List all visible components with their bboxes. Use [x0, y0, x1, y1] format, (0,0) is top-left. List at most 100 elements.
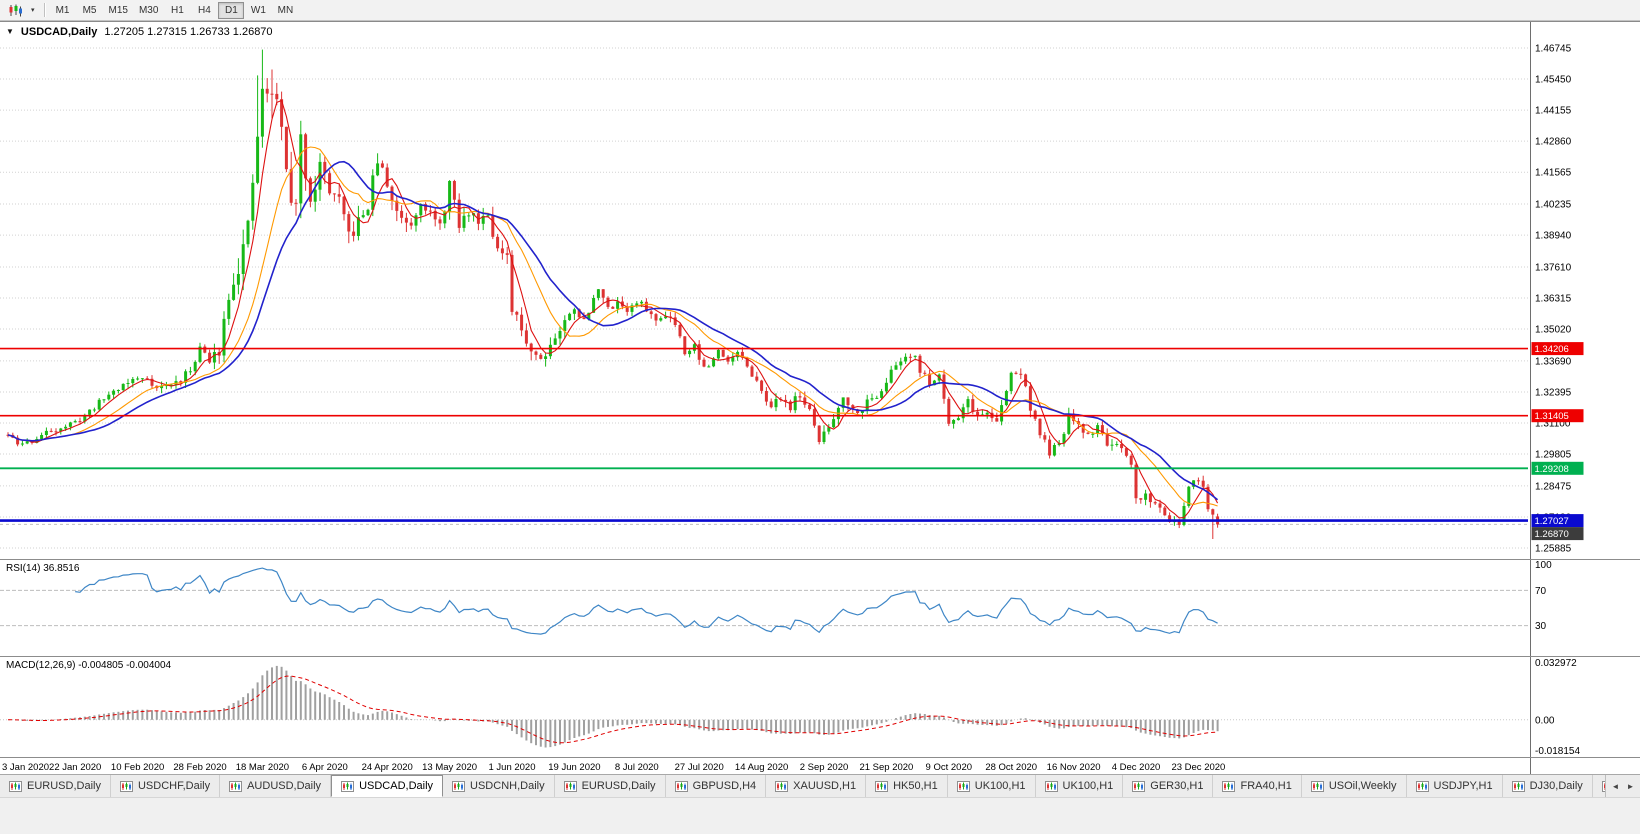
macd-indicator-pane[interactable]: 0.032972 0.00 -0.018154	[0, 657, 1640, 757]
svg-text:18 Mar 2020: 18 Mar 2020	[236, 762, 289, 773]
chart-tab-eurusd-daily[interactable]: EURUSD,Daily	[555, 775, 666, 797]
mini-chart-icon	[1044, 780, 1058, 792]
time-axis[interactable]: 3 Jan 2020 22 Jan 2020 10 Feb 2020 28 Feb 2…	[0, 758, 1640, 775]
chart-tab-uk100-h1[interactable]: UK100,H1	[948, 775, 1036, 797]
svg-text:1.27027: 1.27027	[1535, 516, 1569, 527]
date-axis-labels[interactable]: 3 Jan 2020 22 Jan 2020 10 Feb 2020 28 Feb 2…	[2, 762, 1225, 773]
tabs-scroll-right-button[interactable]: ►	[1623, 778, 1638, 795]
svg-text:1.31100: 1.31100	[1535, 419, 1571, 430]
empty-status-area	[0, 797, 1640, 834]
timeframe-button-M15[interactable]: M15	[104, 2, 133, 19]
chart-type-button[interactable]	[4, 1, 27, 19]
mini-chart-icon	[341, 780, 355, 792]
toolbar-separator	[43, 3, 45, 17]
pane-separator[interactable]	[0, 656, 1640, 657]
timeframe-button-H1[interactable]: H1	[164, 2, 190, 19]
chart-tab-label: USDCAD,Daily	[359, 780, 434, 792]
svg-text:6 Apr 2020: 6 Apr 2020	[302, 762, 348, 773]
svg-text:1.44155: 1.44155	[1535, 106, 1572, 117]
chart-tab-bar: EURUSD,Daily USDCHF,Daily AUDUSD,Daily USDC…	[0, 774, 1640, 797]
rsi-indicator-label: RSI(14) 36.8516	[6, 563, 80, 574]
mini-chart-icon	[229, 780, 243, 792]
chart-tab-label: EURUSD,Daily	[581, 780, 656, 792]
chart-tab-xauusd-h1[interactable]: XAUUSD,H1	[766, 775, 867, 797]
svg-text:16 Nov 2020: 16 Nov 2020	[1047, 762, 1101, 773]
chart-tab-label: USDCHF,Daily	[137, 780, 211, 792]
chart-window: 1.46745 1.45450 1.44155 1.42860 1.41565 1.402…	[0, 21, 1640, 775]
mini-chart-icon	[1415, 780, 1429, 792]
chart-tab-hk50-h1[interactable]: HK50,H1	[866, 775, 948, 797]
chart-tab-usdchf-daily[interactable]: USDCHF,Daily	[111, 775, 221, 797]
mini-chart-icon	[875, 780, 889, 792]
svg-text:10 Feb 2020: 10 Feb 2020	[111, 762, 164, 773]
svg-text:28 Oct 2020: 28 Oct 2020	[985, 762, 1037, 773]
chart-tab-label: USDJPY,H1	[1433, 780, 1493, 792]
chart-tab-label: AUDUSD,Daily	[247, 780, 322, 792]
pane-separator[interactable]	[0, 559, 1640, 560]
rsi-line	[75, 567, 1218, 635]
svg-text:21 Sep 2020: 21 Sep 2020	[859, 762, 913, 773]
timeframes-toolbar: ▾ M1 M5 M15 M30 H1 H4 D1 W1 MN	[0, 0, 1640, 21]
timeframe-button-H4[interactable]: H4	[191, 2, 217, 19]
svg-text:22 Jan 2020: 22 Jan 2020	[49, 762, 101, 773]
timeframe-button-M30[interactable]: M30	[134, 2, 163, 19]
timeframe-button-M5[interactable]: M5	[77, 2, 103, 19]
chart-tab-uk100-h1[interactable]: UK100,H1	[1036, 775, 1124, 797]
rsi-indicator-pane[interactable]: 100 70 30	[0, 560, 1640, 656]
svg-text:28 Feb 2020: 28 Feb 2020	[173, 762, 226, 773]
svg-text:1.46745: 1.46745	[1535, 44, 1572, 55]
price-axis-labels[interactable]: 1.46745 1.45450 1.44155 1.42860 1.41565 1.402…	[1535, 44, 1572, 555]
chart-tab-eurusd-daily[interactable]: EURUSD,Daily	[0, 775, 111, 797]
mini-chart-icon	[1310, 780, 1324, 792]
chart-tab-label: GER30,H1	[1150, 780, 1204, 792]
ma-fast-line[interactable]	[7, 99, 1219, 519]
pane-separator[interactable]	[0, 757, 1640, 758]
chart-tab-ger30-h1[interactable]: GER30,H1	[1123, 775, 1214, 797]
price-tag-1.34206: 1.34206	[1531, 342, 1584, 356]
timeframe-button-MN[interactable]: MN	[272, 2, 298, 19]
svg-text:1.31405: 1.31405	[1535, 411, 1569, 422]
svg-text:1.36315: 1.36315	[1535, 294, 1572, 305]
chart-tab-usdjpy-h1[interactable]: USDJPY,H1	[1407, 775, 1503, 797]
chart-tab-fra40-h1[interactable]: FRA40,H1	[1213, 775, 1302, 797]
chart-tab-audusd-daily[interactable]: AUDUSD,Daily	[220, 775, 332, 797]
svg-text:8 Jul 2020: 8 Jul 2020	[615, 762, 659, 773]
price-tag-1.31405: 1.31405	[1531, 409, 1584, 423]
ma-slow-line[interactable]	[7, 160, 1219, 501]
svg-text:0.00: 0.00	[1535, 715, 1555, 726]
timeframe-button-M1[interactable]: M1	[50, 2, 76, 19]
macd-indicator-label: MACD(12,26,9) -0.004805 -0.004004	[6, 660, 172, 671]
chart-tab-label: EURUSD,Daily	[27, 780, 101, 792]
tabs-scroll-left-button[interactable]: ◄	[1608, 778, 1623, 795]
svg-text:19 Jun 2020: 19 Jun 2020	[548, 762, 600, 773]
svg-text:23 Dec 2020: 23 Dec 2020	[1171, 762, 1225, 773]
chart-tab-usoil-weekly[interactable]: USOil,Weekly	[1302, 775, 1407, 797]
chart-type-dropdown-button[interactable]: ▾	[27, 1, 39, 19]
svg-text:0.032972: 0.032972	[1535, 658, 1577, 669]
svg-text:1.35020: 1.35020	[1535, 325, 1572, 336]
mini-chart-icon	[1222, 780, 1236, 792]
svg-text:2 Sep 2020: 2 Sep 2020	[800, 762, 849, 773]
chart-tab-usdcad-daily[interactable]: USDCAD,Daily	[331, 775, 444, 797]
svg-text:27 Jul 2020: 27 Jul 2020	[675, 762, 724, 773]
dropdown-arrow-icon: ▾	[31, 6, 35, 14]
one-click-trading-arrow-icon[interactable]: ▼	[6, 27, 14, 36]
svg-text:1.33690: 1.33690	[1535, 356, 1572, 367]
main-price-pane[interactable]: 1.46745 1.45450 1.44155 1.42860 1.41565 1.402…	[0, 22, 1640, 559]
chart-tab-label: USDCNH,Daily	[470, 780, 545, 792]
timeframe-button-group: M1 M5 M15 M30 H1 H4 D1 W1 MN	[50, 1, 299, 19]
svg-text:1 Jun 2020: 1 Jun 2020	[488, 762, 535, 773]
timeframe-button-D1[interactable]: D1	[218, 1, 245, 19]
chart-tab-dj30-daily[interactable]: DJ30,Daily	[1503, 775, 1593, 797]
ma-mid-line[interactable]	[7, 146, 1218, 507]
chart-tab-label: UK100,H1	[974, 780, 1026, 792]
mini-chart-icon	[674, 780, 688, 792]
svg-text:100: 100	[1535, 560, 1552, 571]
svg-text:70: 70	[1535, 586, 1547, 597]
chart-tab-gbpusd-h4[interactable]: GBPUSD,H4	[666, 775, 767, 797]
svg-text:1.29208: 1.29208	[1535, 464, 1569, 475]
mini-chart-icon	[452, 780, 466, 792]
current-price-tag: 1.26870	[1531, 527, 1584, 541]
chart-tab-usdcnh-daily[interactable]: USDCNH,Daily	[443, 775, 555, 797]
timeframe-button-W1[interactable]: W1	[245, 2, 271, 19]
